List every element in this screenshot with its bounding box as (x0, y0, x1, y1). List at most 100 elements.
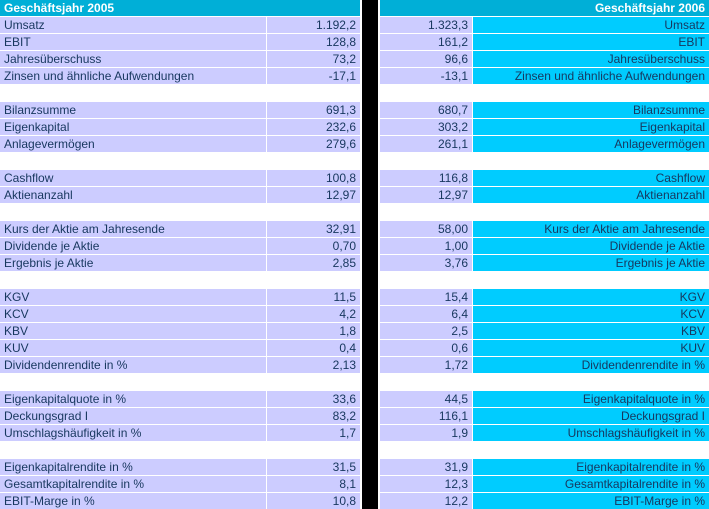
row-label-right[interactable]: Umschlagshäufigkeit in % (473, 425, 709, 442)
value-2005[interactable] (267, 153, 360, 170)
row-label-right[interactable]: KCV (473, 306, 709, 323)
row-label-right[interactable] (473, 272, 709, 289)
value-2005[interactable]: 1,7 (267, 425, 360, 442)
value-2006[interactable]: -13,1 (380, 68, 473, 85)
value-2005[interactable]: 11,5 (267, 289, 360, 306)
row-label-right[interactable]: Deckungsgrad I (473, 408, 709, 425)
row-label-left[interactable]: Umsatz (0, 17, 267, 34)
value-2006[interactable] (380, 374, 473, 391)
row-label-left[interactable]: EBIT (0, 34, 267, 51)
value-2006[interactable] (380, 153, 473, 170)
value-2005[interactable]: 232,6 (267, 119, 360, 136)
value-2005[interactable]: 12,97 (267, 187, 360, 204)
value-2005[interactable]: 279,6 (267, 136, 360, 153)
header-geschaeftsjahr-2005[interactable]: Geschäftsjahr 2005 (0, 0, 360, 17)
row-label-left[interactable] (0, 153, 267, 170)
value-2005[interactable]: 0,70 (267, 238, 360, 255)
value-2006[interactable]: 116,1 (380, 408, 473, 425)
row-label-right[interactable]: Eigenkapitalquote in % (473, 391, 709, 408)
row-label-right[interactable]: Eigenkapitalrendite in % (473, 459, 709, 476)
row-label-left[interactable]: Zinsen und ähnliche Aufwendungen (0, 68, 267, 85)
row-label-right[interactable]: Kurs der Aktie am Jahresende (473, 221, 709, 238)
row-label-left[interactable]: Bilanzsumme (0, 102, 267, 119)
row-label-right[interactable]: Gesamtkapitalrendite in % (473, 476, 709, 493)
row-label-left[interactable]: KUV (0, 340, 267, 357)
row-label-left[interactable]: Eigenkapital (0, 119, 267, 136)
row-label-left[interactable]: EBIT-Marge in % (0, 493, 267, 509)
row-label-left[interactable] (0, 272, 267, 289)
value-2005[interactable]: 8,1 (267, 476, 360, 493)
row-label-right[interactable]: Eigenkapital (473, 119, 709, 136)
value-2005[interactable]: 1.192,2 (267, 17, 360, 34)
value-2006[interactable]: 303,2 (380, 119, 473, 136)
row-label-right[interactable]: Dividendenrendite in % (473, 357, 709, 374)
row-label-left[interactable]: Gesamtkapitalrendite in % (0, 476, 267, 493)
row-label-left[interactable]: KCV (0, 306, 267, 323)
row-label-right[interactable]: EBIT-Marge in % (473, 493, 709, 509)
header-geschaeftsjahr-2006[interactable]: Geschäftsjahr 2006 (380, 0, 709, 17)
value-2006[interactable]: 58,00 (380, 221, 473, 238)
row-label-right[interactable]: EBIT (473, 34, 709, 51)
row-label-left[interactable]: Eigenkapitalquote in % (0, 391, 267, 408)
value-2006[interactable]: 44,5 (380, 391, 473, 408)
value-2006[interactable]: 2,5 (380, 323, 473, 340)
row-label-left[interactable]: Ergebnis je Aktie (0, 255, 267, 272)
row-label-right[interactable] (473, 204, 709, 221)
row-label-left[interactable] (0, 442, 267, 459)
row-label-left[interactable]: Umschlagshäufigkeit in % (0, 425, 267, 442)
row-label-right[interactable]: Zinsen und ähnliche Aufwendungen (473, 68, 709, 85)
row-label-left[interactable]: Eigenkapitalrendite in % (0, 459, 267, 476)
value-2006[interactable]: 261,1 (380, 136, 473, 153)
row-label-left[interactable]: Dividende je Aktie (0, 238, 267, 255)
value-2005[interactable] (267, 374, 360, 391)
value-2005[interactable]: 4,2 (267, 306, 360, 323)
value-2006[interactable]: 1,9 (380, 425, 473, 442)
value-2006[interactable] (380, 204, 473, 221)
row-label-left[interactable]: Jahresüberschuss (0, 51, 267, 68)
value-2005[interactable] (267, 85, 360, 102)
row-label-left[interactable]: KGV (0, 289, 267, 306)
row-label-right[interactable]: KBV (473, 323, 709, 340)
value-2006[interactable]: 12,2 (380, 493, 473, 509)
value-2005[interactable]: 2,13 (267, 357, 360, 374)
value-2006[interactable]: 6,4 (380, 306, 473, 323)
row-label-right[interactable]: Dividende je Aktie (473, 238, 709, 255)
row-label-left[interactable] (0, 204, 267, 221)
value-2006[interactable]: 680,7 (380, 102, 473, 119)
value-2006[interactable]: 0,6 (380, 340, 473, 357)
row-label-right[interactable]: KGV (473, 289, 709, 306)
row-label-right[interactable]: KUV (473, 340, 709, 357)
value-2005[interactable]: 83,2 (267, 408, 360, 425)
value-2005[interactable]: 31,5 (267, 459, 360, 476)
value-2005[interactable] (267, 272, 360, 289)
value-2005[interactable]: 33,6 (267, 391, 360, 408)
row-label-right[interactable]: Ergebnis je Aktie (473, 255, 709, 272)
value-2006[interactable]: 3,76 (380, 255, 473, 272)
value-2006[interactable]: 31,9 (380, 459, 473, 476)
value-2006[interactable]: 161,2 (380, 34, 473, 51)
row-label-left[interactable] (0, 85, 267, 102)
value-2005[interactable] (267, 442, 360, 459)
row-label-right[interactable]: Umsatz (473, 17, 709, 34)
value-2006[interactable] (380, 442, 473, 459)
value-2006[interactable]: 1,72 (380, 357, 473, 374)
value-2006[interactable]: 1.323,3 (380, 17, 473, 34)
value-2005[interactable]: 32,91 (267, 221, 360, 238)
value-2006[interactable]: 12,97 (380, 187, 473, 204)
value-2005[interactable]: 691,3 (267, 102, 360, 119)
value-2005[interactable]: -17,1 (267, 68, 360, 85)
row-label-left[interactable]: Kurs der Aktie am Jahresende (0, 221, 267, 238)
value-2006[interactable]: 12,3 (380, 476, 473, 493)
row-label-left[interactable] (0, 374, 267, 391)
row-label-right[interactable]: Jahresüberschuss (473, 51, 709, 68)
value-2006[interactable] (380, 85, 473, 102)
row-label-left[interactable]: Aktienanzahl (0, 187, 267, 204)
row-label-right[interactable]: Aktienanzahl (473, 187, 709, 204)
row-label-right[interactable]: Bilanzsumme (473, 102, 709, 119)
value-2005[interactable]: 73,2 (267, 51, 360, 68)
row-label-right[interactable]: Anlagevermögen (473, 136, 709, 153)
row-label-right[interactable] (473, 85, 709, 102)
value-2006[interactable]: 116,8 (380, 170, 473, 187)
row-label-right[interactable] (473, 374, 709, 391)
value-2005[interactable]: 2,85 (267, 255, 360, 272)
